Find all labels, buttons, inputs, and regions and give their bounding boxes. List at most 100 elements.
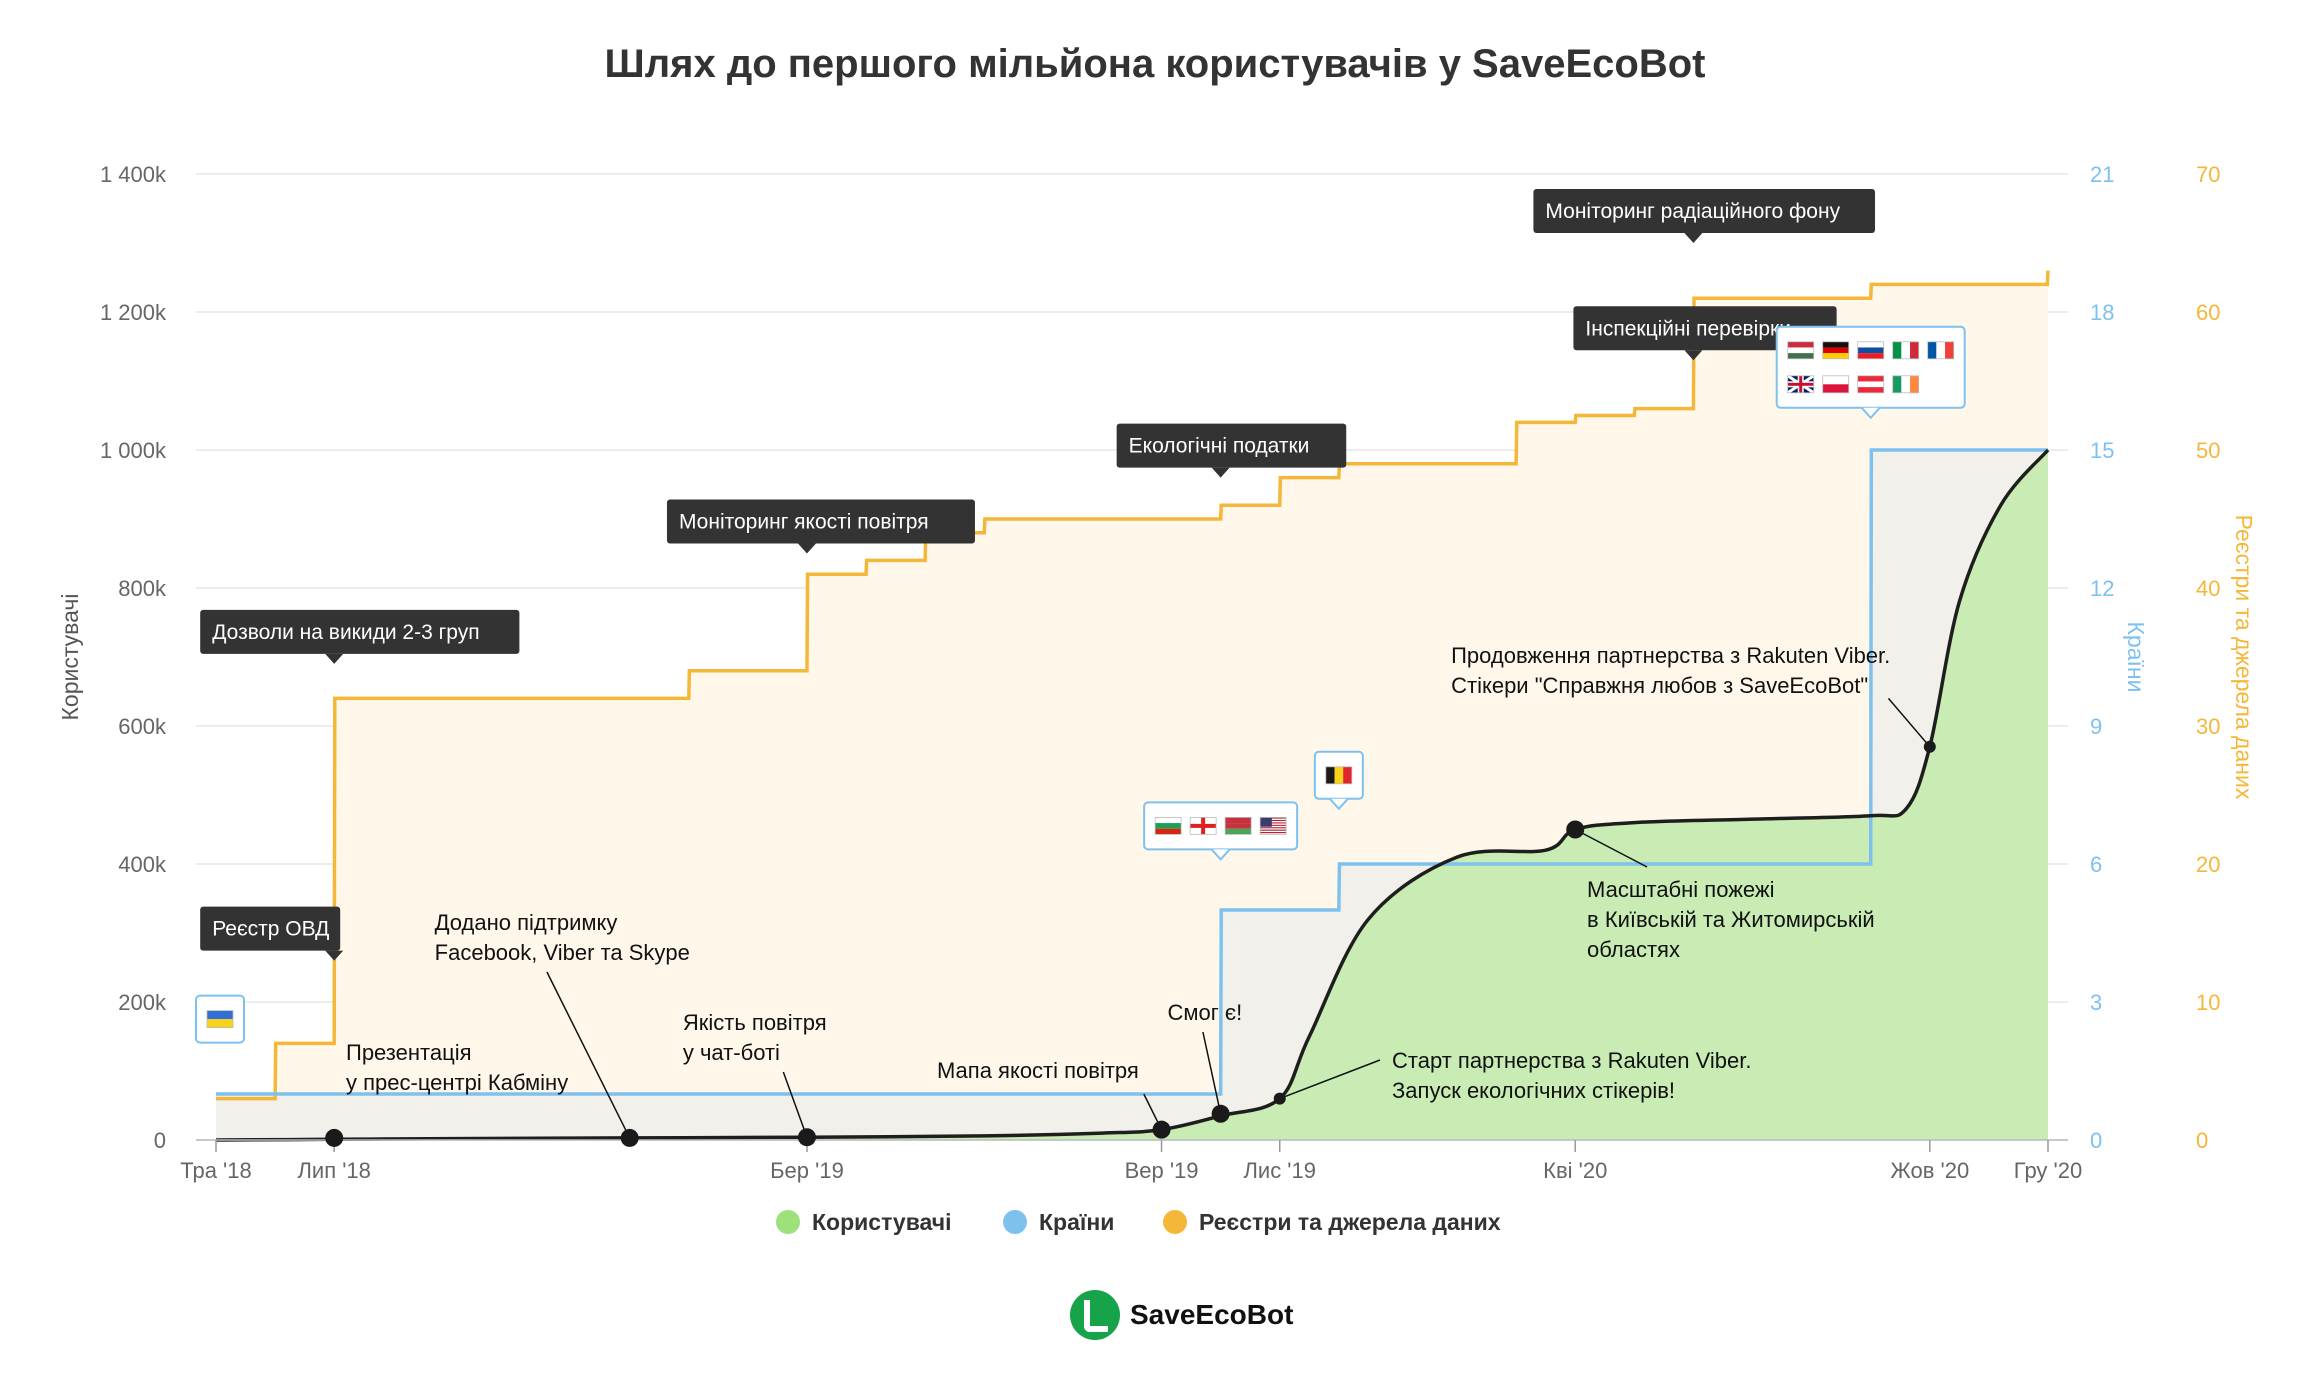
country-flags-tooltip: [1775, 325, 1966, 420]
flag-be-icon: [1325, 766, 1353, 785]
y-tick-label: 1 200k: [100, 300, 167, 325]
flag-it-icon: [1892, 341, 1920, 360]
y3-tick-label: 10: [2196, 990, 2220, 1015]
y3-tick-label: 20: [2196, 852, 2220, 877]
y2-tick-label: 18: [2090, 300, 2114, 325]
event-marker: [797, 1128, 816, 1147]
y3-tick-label: 60: [2196, 300, 2220, 325]
tooltip-box: [1573, 306, 1837, 351]
flag-pl-icon: [1822, 375, 1850, 394]
country-flags-tooltip: [195, 994, 245, 1044]
legend-label: Країни: [1039, 1209, 1114, 1235]
y3-tick-label: 0: [2196, 1128, 2208, 1153]
y2-tick-label: 12: [2090, 576, 2114, 601]
tooltip-text: Інспекційні перевірки: [1585, 317, 1791, 340]
countries-line: [216, 448, 2048, 1096]
flag-ge-icon: [1189, 817, 1217, 835]
y2-tick-label: 21: [2090, 162, 2114, 187]
annotation-leader: [782, 1071, 808, 1138]
legend-marker: [1003, 1210, 1027, 1234]
event-marker: [1923, 740, 1936, 753]
annotation-text: областях: [1587, 937, 1680, 962]
tooltip-pointer: [1211, 467, 1230, 478]
flag-fr-icon: [1927, 341, 1955, 360]
flags-box: [1775, 325, 1966, 409]
tooltip-text: Моніторинг якості повітря: [679, 511, 929, 534]
flag-us-icon: [1259, 817, 1287, 835]
chart-title: Шлях до першого мільйона користувачів у …: [604, 42, 1706, 86]
y-tick-label: 1 400k: [100, 162, 167, 187]
tooltip-pointer: [1684, 350, 1703, 361]
tooltip-text: Екологічні податки: [1129, 435, 1310, 458]
annotation-text: Запуск екологічних стікерів!: [1392, 1078, 1675, 1103]
annotation-text: Старт партнерства з Rakuten Viber.: [1392, 1048, 1751, 1073]
y2-axis-title: Країни: [2123, 622, 2149, 693]
country-flags-tooltip: [1143, 801, 1299, 861]
y-tick-label: 1 000k: [100, 438, 167, 463]
annotation-text: Facebook, Viber та Skype: [435, 940, 690, 965]
y2-tick-label: 15: [2090, 438, 2114, 463]
annotation-text: Смог є!: [1167, 1000, 1242, 1025]
y3-tick-label: 50: [2196, 438, 2220, 463]
annotation-text: Мапа якості повітря: [937, 1058, 1139, 1083]
annotation-text: Якість повітря: [683, 1010, 827, 1035]
annotation-text: у чат-боті: [683, 1040, 780, 1065]
brand-name: SaveEcoBot: [1130, 1299, 1294, 1330]
leaf-plant-icon: [1070, 1290, 1120, 1340]
registry-tooltip: Моніторинг радіаційного фону: [1533, 189, 1876, 243]
event-marker: [1273, 1092, 1286, 1105]
annotation-leader: [1887, 697, 1931, 748]
flag-ua-icon: [206, 1010, 234, 1028]
users-area: [216, 450, 2048, 1140]
flag-gb-icon: [1786, 374, 1815, 395]
annotation-text: у прес-центрі Кабміну: [346, 1070, 568, 1095]
registry-tooltip: Моніторинг якості повітря: [666, 499, 975, 554]
y2-tick-label: 0: [2090, 1128, 2102, 1153]
y3-tick-label: 30: [2196, 714, 2220, 739]
x-tick-label: Лип '18: [297, 1158, 370, 1183]
tooltip-box: [200, 609, 520, 654]
x-tick-label: Лис '19: [1243, 1158, 1316, 1183]
flag-sk-icon: [1857, 341, 1885, 360]
country-flags-tooltip: [1313, 750, 1364, 811]
flags-pointer: [1329, 798, 1349, 811]
flag-de-icon: [1822, 341, 1850, 360]
flags-pointer: [1860, 407, 1881, 420]
y-tick-label: 0: [154, 1128, 166, 1153]
x-tick-label: Тра '18: [180, 1158, 251, 1183]
registry-tooltip: Дозволи на викиди 2-3 груп: [200, 609, 520, 664]
x-tick-label: Бер '19: [770, 1158, 844, 1183]
x-tick-label: Жов '20: [1890, 1158, 1969, 1183]
annotation-text: в Київській та Житомирській: [1587, 907, 1875, 932]
y2-tick-label: 6: [2090, 852, 2102, 877]
y-axis-title: Користувачі: [57, 594, 83, 721]
flag-at-icon: [1857, 375, 1885, 394]
registry-tooltip: Інспекційні перевірки: [1573, 306, 1837, 361]
registry-tooltip: Реєстр ОВД: [200, 906, 344, 961]
event-marker: [620, 1128, 639, 1147]
flags-pointer: [1210, 848, 1231, 861]
annotation-leader: [1279, 1059, 1381, 1100]
y-tick-label: 600k: [118, 714, 167, 739]
brand-logo: SaveEcoBot: [1070, 1290, 1293, 1340]
annotation-leader: [546, 971, 631, 1139]
flag-bg-icon: [1154, 817, 1182, 835]
event-marker: [1152, 1120, 1171, 1139]
tooltip-box: [200, 906, 341, 951]
event-marker: [1566, 820, 1585, 839]
event-marker: [325, 1128, 344, 1147]
legend-marker: [776, 1210, 800, 1234]
y3-tick-label: 40: [2196, 576, 2220, 601]
tooltip-pointer: [325, 950, 344, 961]
tooltip-pointer: [1684, 233, 1703, 243]
registry-tooltip: Екологічні податки: [1116, 423, 1347, 478]
annotation-text: Додано підтримку: [435, 910, 618, 935]
y2-tick-label: 3: [2090, 990, 2102, 1015]
y3-axis-title: Реєстри та джерела даних: [2231, 515, 2257, 800]
registries-line: [216, 270, 2050, 1101]
y2-tick-label: 9: [2090, 714, 2102, 739]
event-marker: [1211, 1104, 1230, 1123]
x-tick-label: Вер '19: [1125, 1158, 1199, 1183]
annotation-text: Презентація: [346, 1040, 472, 1065]
tooltip-text: Дозволи на викиди 2-3 груп: [212, 621, 479, 644]
